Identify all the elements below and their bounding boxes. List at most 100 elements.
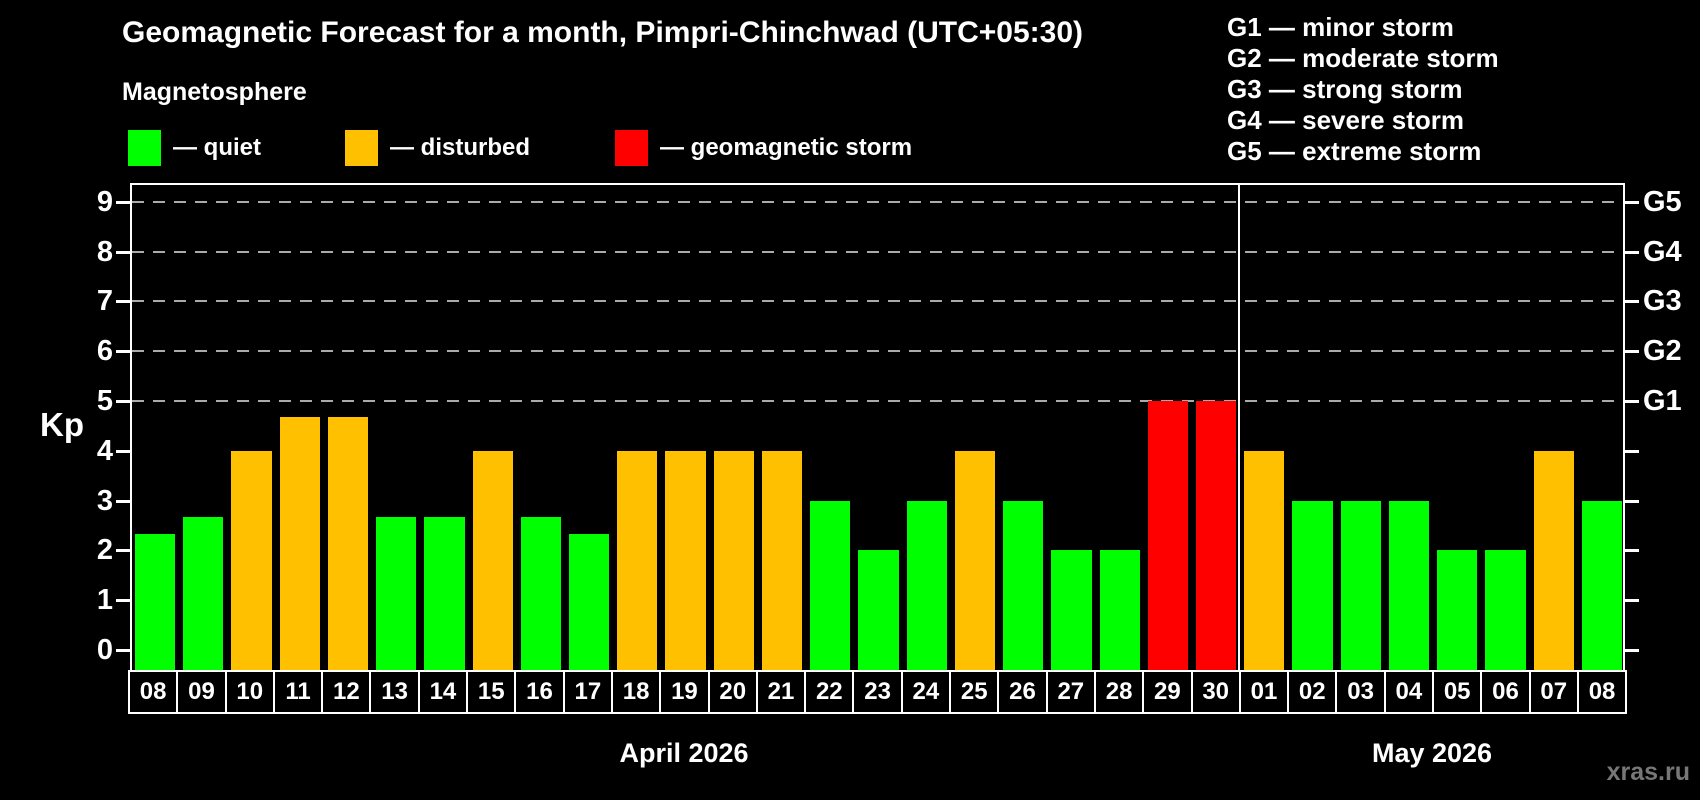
- kp-bar-day-05: [1437, 550, 1478, 670]
- y-tick-right-1: [1625, 599, 1639, 603]
- y-tick-left-9: [116, 200, 130, 204]
- kp-bar-day-30: [1195, 401, 1237, 670]
- kp-bar-day-21: [761, 450, 803, 670]
- g-axis-label-g5: G5: [1643, 185, 1682, 218]
- y-tick-right-5: [1625, 400, 1639, 403]
- day-label-25: 25: [949, 670, 1000, 714]
- quiet-color-swatch: [128, 129, 161, 166]
- g4-legend-line: G4 — severe storm: [1227, 105, 1465, 135]
- day-label-24: 24: [900, 670, 952, 714]
- y-tick-left-5: [116, 400, 130, 403]
- day-label-08: 08: [1576, 670, 1628, 714]
- chart-title: Geomagnetic Forecast for a month, Pimpri…: [122, 16, 1083, 49]
- disturbed-legend-label: — disturbed: [390, 133, 531, 161]
- y-tick-right-7: [1625, 300, 1639, 304]
- y-tick-label-6: 6: [96, 335, 113, 368]
- y-tick-label-4: 4: [96, 434, 113, 467]
- g-axis-label-g1: G1: [1643, 385, 1682, 417]
- day-label-11: 11: [272, 670, 324, 714]
- magnetosphere-label: Magnetosphere: [122, 78, 307, 106]
- day-label-05: 05: [1432, 670, 1483, 714]
- gridline-kp9: [132, 200, 1623, 203]
- kp-bar-day-12: [327, 417, 369, 670]
- plot-area: [130, 183, 1625, 672]
- y-tick-label-0: 0: [96, 634, 113, 666]
- kp-bar-day-24: [906, 500, 947, 670]
- gridline-kp7: [132, 300, 1623, 303]
- y-tick-left-7: [116, 300, 130, 304]
- kp-bar-day-01: [1244, 450, 1285, 670]
- gridline-kp6: [132, 350, 1623, 353]
- g-axis-label-g3: G3: [1643, 285, 1682, 318]
- kp-bar-day-08: [135, 533, 176, 670]
- kp-bar-day-20: [713, 450, 754, 670]
- y-tick-label-5: 5: [96, 385, 113, 417]
- kp-bar-day-06: [1485, 550, 1526, 670]
- g1-legend-line: G1 — minor storm: [1227, 12, 1454, 42]
- kp-bar-day-22: [810, 500, 851, 670]
- day-label-13: 13: [369, 670, 420, 714]
- day-label-19: 19: [659, 670, 710, 714]
- kp-bar-day-03: [1340, 500, 1381, 670]
- y-tick-label-3: 3: [96, 484, 113, 517]
- g2-legend-line: G2 — moderate storm: [1227, 43, 1499, 73]
- day-label-17: 17: [562, 670, 613, 714]
- y-tick-label-9: 9: [96, 185, 113, 218]
- storm-color-swatch: [615, 129, 648, 166]
- kp-bar-day-17: [569, 533, 610, 670]
- day-label-28: 28: [1093, 670, 1145, 714]
- day-label-14: 14: [417, 670, 469, 714]
- day-label-08: 08: [128, 670, 179, 714]
- day-labels-row: 08 09 10 11 12 13 14 15 16 17 18 19 20 21 22 23 24 25 26 27…: [128, 670, 1628, 714]
- day-label-16: 16: [514, 670, 565, 714]
- day-label-04: 04: [1383, 670, 1435, 714]
- day-label-20: 20: [707, 670, 758, 714]
- y-axis-title: Kp: [40, 406, 84, 443]
- day-label-23: 23: [852, 670, 903, 714]
- kp-bar-day-25: [954, 450, 996, 670]
- legend-item-storm: — geomagnetic storm: [615, 129, 912, 166]
- kp-bar-day-28: [1099, 550, 1140, 670]
- y-tick-right-6: [1625, 350, 1639, 354]
- y-tick-left-2: [116, 549, 130, 553]
- y-tick-left-0: [116, 649, 130, 652]
- month-separator-line: [1238, 185, 1241, 670]
- day-label-22: 22: [804, 670, 855, 714]
- legend-item-disturbed: — disturbed: [345, 129, 530, 166]
- legend-item-quiet: — quiet: [128, 129, 261, 166]
- y-tick-label-7: 7: [96, 285, 113, 318]
- day-label-30: 30: [1190, 670, 1241, 714]
- kp-bar-day-14: [424, 517, 465, 670]
- y-tick-label-2: 2: [96, 534, 113, 567]
- kp-bar-day-02: [1292, 500, 1333, 670]
- y-tick-left-4: [116, 449, 130, 453]
- kp-bar-day-10: [231, 450, 272, 670]
- kp-bar-day-11: [279, 417, 320, 670]
- kp-bar-day-09: [183, 517, 224, 670]
- kp-bar-day-27: [1051, 550, 1092, 670]
- y-tick-right-9: [1625, 200, 1639, 204]
- watermark: xras.ru: [1606, 758, 1690, 786]
- gridline-kp8: [132, 250, 1623, 253]
- kp-bar-day-07: [1533, 450, 1574, 670]
- kp-bar-day-26: [1003, 500, 1044, 670]
- g-axis-label-g4: G4: [1643, 235, 1682, 268]
- y-tick-left-6: [116, 350, 130, 354]
- disturbed-color-swatch: [345, 129, 378, 166]
- day-label-21: 21: [755, 670, 807, 714]
- day-label-18: 18: [610, 670, 662, 714]
- y-tick-label-8: 8: [96, 235, 113, 268]
- kp-bar-day-23: [858, 550, 899, 670]
- y-tick-right-8: [1625, 250, 1639, 254]
- quiet-legend-label: — quiet: [173, 133, 261, 161]
- day-label-03: 03: [1335, 670, 1386, 714]
- day-label-27: 27: [1045, 670, 1096, 714]
- day-label-12: 12: [321, 670, 372, 714]
- y-tick-right-4: [1625, 449, 1639, 453]
- kp-bar-day-13: [376, 517, 417, 670]
- kp-bar-day-18: [617, 450, 658, 670]
- day-label-29: 29: [1142, 670, 1193, 714]
- storm-legend-label: — geomagnetic storm: [660, 133, 913, 161]
- month-label-may: May 2026: [1371, 738, 1493, 768]
